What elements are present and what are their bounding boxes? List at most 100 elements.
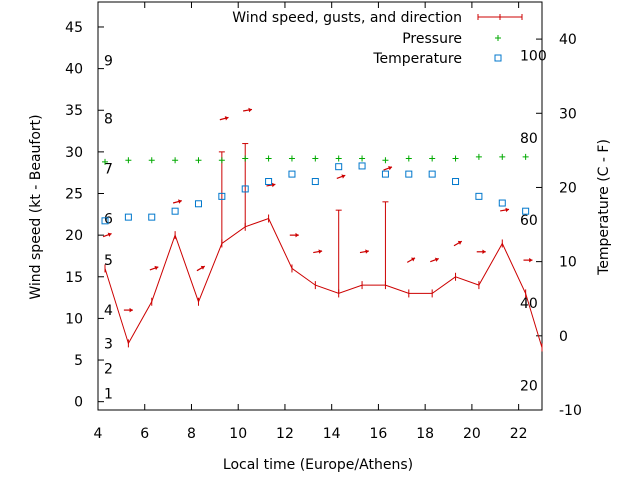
y2-tick-label: -10 [559, 403, 582, 419]
temperature-point [124, 213, 132, 221]
beaufort-label: 3 [104, 336, 113, 352]
fahrenheit-label: 80 [520, 131, 538, 147]
pressure-point [475, 153, 482, 160]
pressure-point [265, 155, 272, 162]
temperature-point [335, 163, 343, 171]
beaufort-label: 4 [104, 303, 113, 319]
wind-direction-arrowhead [295, 232, 299, 238]
y-tick-label: 25 [65, 187, 83, 203]
pressure-point [522, 153, 529, 160]
legend-pressure-symbol [495, 35, 501, 41]
wind-speed-line [104, 217, 543, 348]
wind-direction-arrowhead [365, 249, 369, 254]
pressure-point [359, 155, 366, 162]
fahrenheit-label: 60 [520, 213, 538, 229]
legend-label: Pressure [402, 31, 462, 47]
temperature-point [241, 185, 249, 193]
pressure-point [242, 155, 249, 162]
wind-direction-arrowhead [482, 249, 486, 255]
x-tick-label: 20 [463, 426, 481, 442]
temperature-point [194, 200, 202, 208]
x-tick-label: 14 [323, 426, 341, 442]
pressure-point [405, 155, 412, 162]
x-tick-label: 22 [510, 426, 528, 442]
temperature-point [358, 162, 366, 170]
beaufort-label: 7 [104, 162, 113, 178]
pressure-point [102, 158, 109, 165]
x-tick-label: 18 [416, 426, 434, 442]
pressure-point [452, 155, 459, 162]
temperature-point [218, 192, 226, 200]
y-tick-label: 40 [65, 62, 83, 78]
y-axis-label: Wind speed (kt - Beaufort) [28, 114, 44, 299]
axis-ticks: 4 6 8 10 12 14 16 18 20 22051015202530354045-1001… [65, 2, 582, 442]
beaufort-label: 8 [104, 112, 113, 128]
wind-series [102, 107, 543, 352]
temperature-point [475, 192, 483, 200]
wind-direction-arrowhead [200, 265, 205, 270]
y2-tick-label: 30 [559, 106, 577, 122]
pressure-point [125, 157, 132, 164]
y-tick-label: 10 [65, 311, 83, 327]
wind-direction-arrowhead [107, 232, 112, 237]
temperature-point [288, 170, 296, 178]
beaufort-label: 1 [104, 386, 113, 402]
temperature-point [171, 207, 179, 215]
wind-direction-arrowhead [529, 257, 533, 263]
temperature-series [101, 162, 530, 225]
wind-direction-arrowhead [318, 249, 323, 254]
temperature-point [522, 207, 530, 215]
x-tick-label: 8 [187, 426, 196, 442]
wind-direction-arrowhead [388, 165, 392, 171]
y2-tick-label: 0 [559, 329, 568, 345]
x-tick-label: 12 [276, 426, 294, 442]
legend-temperature-symbol [494, 54, 502, 62]
temperature-point [101, 217, 109, 225]
pressure-point [195, 157, 202, 164]
wind-direction-arrowhead [178, 199, 182, 204]
temperature-point [381, 170, 389, 178]
wind-direction-arrowhead [248, 107, 252, 113]
beaufort-label: 2 [104, 361, 113, 377]
plot-frame [97, 1, 543, 411]
beaufort-label: 9 [104, 53, 113, 69]
pressure-point [429, 155, 436, 162]
wind-direction-arrowhead [341, 174, 346, 179]
y-tick-label: 20 [65, 228, 83, 244]
y2-axis-label: Temperature (C - F) [596, 139, 612, 276]
x-tick-label: 4 [94, 426, 103, 442]
y2-tick-label: 10 [559, 255, 577, 271]
pressure-point [218, 157, 225, 164]
temperature-point [498, 199, 506, 207]
pressure-point [382, 157, 389, 164]
temperature-point [148, 213, 156, 221]
legend-label: Wind speed, gusts, and direction [232, 10, 462, 26]
temperature-point [265, 178, 273, 186]
fahrenheit-label: 20 [520, 379, 538, 395]
pressure-point [499, 153, 506, 160]
legend: Wind speed, gusts, and direction Pressure… [232, 10, 523, 67]
pressure-point [288, 155, 295, 162]
wind-direction-arrowhead [224, 116, 229, 121]
pressure-point [172, 157, 179, 164]
temperature-point [452, 178, 460, 186]
temperature-point [428, 170, 436, 178]
pressure-point [312, 155, 319, 162]
x-tick-label: 16 [370, 426, 388, 442]
wind-direction-arrowhead [457, 240, 462, 245]
y-tick-label: 15 [65, 270, 83, 286]
pressure-series [102, 153, 529, 165]
x-tick-label: 6 [140, 426, 149, 442]
wind-direction-arrowhead [154, 265, 159, 271]
temperature-point [311, 178, 319, 186]
y2-tick-label: 20 [559, 180, 577, 196]
y-tick-label: 45 [65, 20, 83, 36]
x-axis-label: Local time (Europe/Athens) [223, 457, 413, 473]
y-tick-label: 35 [65, 103, 83, 119]
legend-label: Temperature [372, 51, 462, 67]
x-tick-label: 10 [229, 426, 247, 442]
wind-direction-arrowhead [411, 257, 416, 262]
pressure-point [335, 155, 342, 162]
